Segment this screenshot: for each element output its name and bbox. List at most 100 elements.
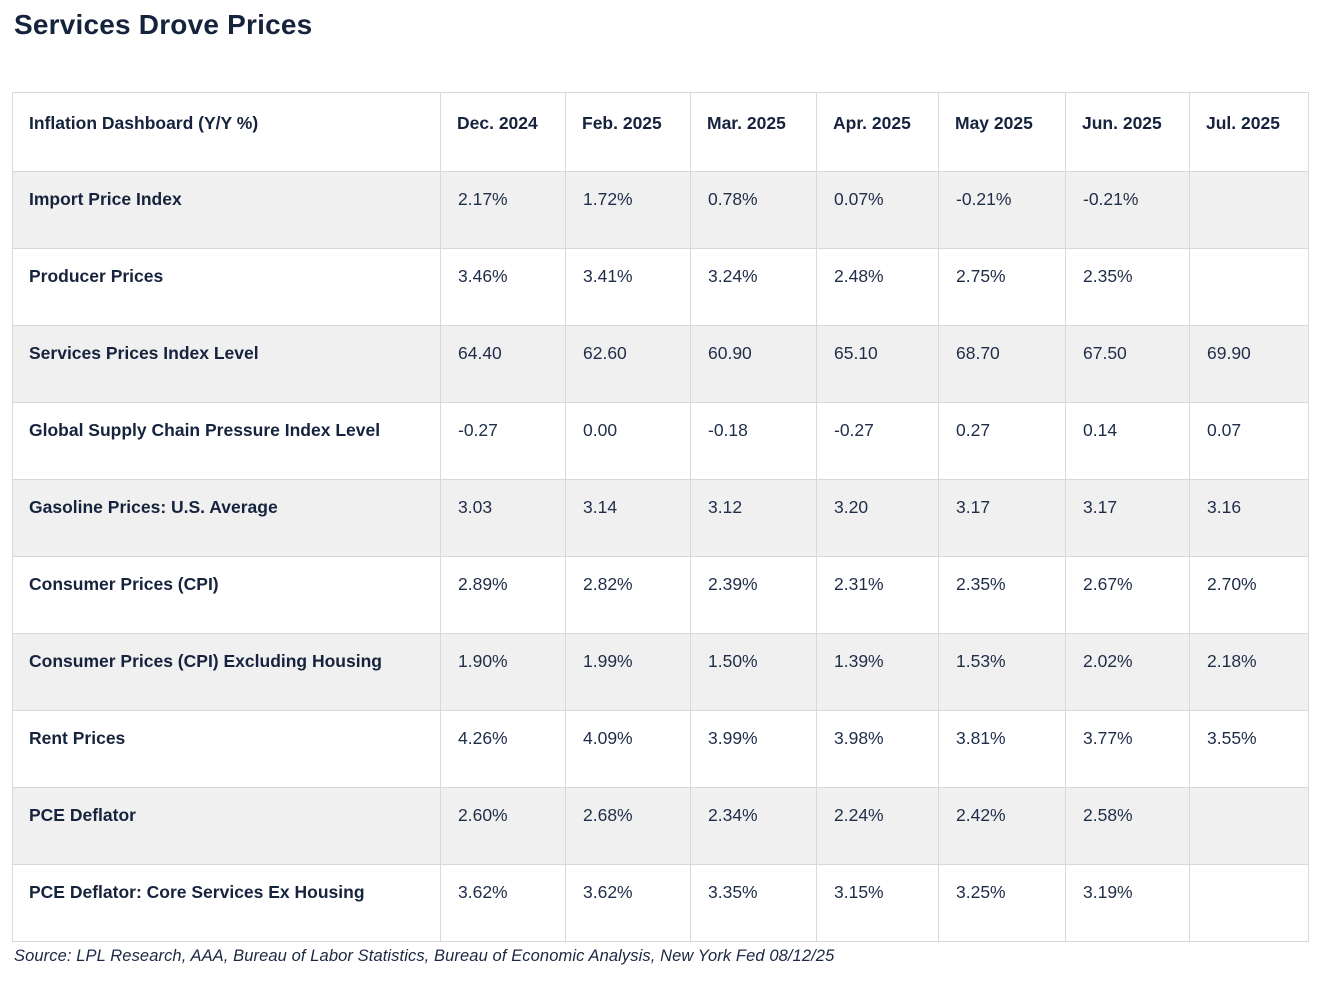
row-label: Gasoline Prices: U.S. Average — [12, 479, 441, 557]
table-cell: 0.07 — [1189, 402, 1309, 480]
table-cell: 3.03 — [440, 479, 566, 557]
table-cell: 3.12 — [690, 479, 817, 557]
table-row-cpi-excluding-housing: Consumer Prices (CPI) Excluding Housing … — [12, 633, 1309, 711]
table-cell: 67.50 — [1065, 325, 1190, 403]
table-cell: 3.62% — [565, 864, 691, 942]
column-header-apr-2025: Apr. 2025 — [816, 92, 939, 172]
table-cell: -0.21% — [1065, 171, 1190, 249]
table-cell: 1.99% — [565, 633, 691, 711]
source-note: Source: LPL Research, AAA, Bureau of Lab… — [14, 947, 835, 965]
row-label: Consumer Prices (CPI) Excluding Housing — [12, 633, 441, 711]
table-cell: 2.18% — [1189, 633, 1309, 711]
column-header-jul-2025: Jul. 2025 — [1189, 92, 1309, 172]
table-row-consumer-prices-cpi: Consumer Prices (CPI) 2.89% 2.82% 2.39% … — [12, 556, 1309, 634]
table-cell: 68.70 — [938, 325, 1066, 403]
table-cell: 1.90% — [440, 633, 566, 711]
table-cell: 69.90 — [1189, 325, 1309, 403]
table-cell: 2.48% — [816, 248, 939, 326]
table-cell: 3.98% — [816, 710, 939, 788]
table-cell: 0.07% — [816, 171, 939, 249]
row-label: PCE Deflator: Core Services Ex Housing — [12, 864, 441, 942]
column-header-feb-2025: Feb. 2025 — [565, 92, 691, 172]
table-cell: -0.18 — [690, 402, 817, 480]
table-row-services-prices-index-level: Services Prices Index Level 64.40 62.60 … — [12, 325, 1309, 403]
column-header-jun-2025: Jun. 2025 — [1065, 92, 1190, 172]
table-cell: 3.25% — [938, 864, 1066, 942]
table-cell: 3.46% — [440, 248, 566, 326]
table-cell: 65.10 — [816, 325, 939, 403]
table-cell: 2.31% — [816, 556, 939, 634]
table-cell: 2.75% — [938, 248, 1066, 326]
table-cell — [1189, 864, 1309, 942]
table-cell: 3.15% — [816, 864, 939, 942]
table-cell: 3.35% — [690, 864, 817, 942]
row-label: Services Prices Index Level — [12, 325, 441, 403]
table-row-producer-prices: Producer Prices 3.46% 3.41% 3.24% 2.48% … — [12, 248, 1309, 326]
table-cell: 3.14 — [565, 479, 691, 557]
table-cell: -0.27 — [440, 402, 566, 480]
table-cell: 2.68% — [565, 787, 691, 865]
header-row: Inflation Dashboard (Y/Y %) Dec. 2024 Fe… — [12, 92, 1309, 172]
table-cell — [1189, 248, 1309, 326]
table-cell: 1.50% — [690, 633, 817, 711]
table-cell: 4.09% — [565, 710, 691, 788]
table-cell: 2.35% — [1065, 248, 1190, 326]
table-cell: 3.41% — [565, 248, 691, 326]
table-cell: 0.78% — [690, 171, 817, 249]
page-title: Services Drove Prices — [14, 9, 313, 40]
table-cell — [1189, 171, 1309, 249]
column-header-mar-2025: Mar. 2025 — [690, 92, 817, 172]
table-cell: 3.24% — [690, 248, 817, 326]
table-row-import-price-index: Import Price Index 2.17% 1.72% 0.78% 0.0… — [12, 171, 1309, 249]
table-cell: 2.35% — [938, 556, 1066, 634]
table-cell: 60.90 — [690, 325, 817, 403]
table-cell: 3.55% — [1189, 710, 1309, 788]
table-cell: 3.19% — [1065, 864, 1190, 942]
table-cell: 2.34% — [690, 787, 817, 865]
table-cell: 4.26% — [440, 710, 566, 788]
table-cell: 3.20 — [816, 479, 939, 557]
column-header-metric: Inflation Dashboard (Y/Y %) — [12, 92, 441, 172]
table-cell: 2.42% — [938, 787, 1066, 865]
table-cell: 2.70% — [1189, 556, 1309, 634]
table-cell: 2.67% — [1065, 556, 1190, 634]
table-cell — [1189, 787, 1309, 865]
column-header-may-2025: May 2025 — [938, 92, 1066, 172]
row-label: Consumer Prices (CPI) — [12, 556, 441, 634]
table-cell: 0.14 — [1065, 402, 1190, 480]
table-cell: 2.82% — [565, 556, 691, 634]
table-cell: 2.02% — [1065, 633, 1190, 711]
table-cell: 62.60 — [565, 325, 691, 403]
table-cell: 2.60% — [440, 787, 566, 865]
table-row-rent-prices: Rent Prices 4.26% 4.09% 3.99% 3.98% 3.81… — [12, 710, 1309, 788]
table-cell: 64.40 — [440, 325, 566, 403]
table-cell: 1.53% — [938, 633, 1066, 711]
table-cell: 3.17 — [1065, 479, 1190, 557]
row-label: Producer Prices — [12, 248, 441, 326]
row-label: Global Supply Chain Pressure Index Level — [12, 402, 441, 480]
row-label: Import Price Index — [12, 171, 441, 249]
row-label: PCE Deflator — [12, 787, 441, 865]
table-cell: 0.00 — [565, 402, 691, 480]
table-cell: 1.39% — [816, 633, 939, 711]
table-cell: 3.16 — [1189, 479, 1309, 557]
table-row-pce-deflator: PCE Deflator 2.60% 2.68% 2.34% 2.24% 2.4… — [12, 787, 1309, 865]
column-header-dec-2024: Dec. 2024 — [440, 92, 566, 172]
table-cell: 2.89% — [440, 556, 566, 634]
table-cell: 3.77% — [1065, 710, 1190, 788]
table-cell: 3.17 — [938, 479, 1066, 557]
table-cell: 3.99% — [690, 710, 817, 788]
table-cell: 2.24% — [816, 787, 939, 865]
table-row-gasoline-prices: Gasoline Prices: U.S. Average 3.03 3.14 … — [12, 479, 1309, 557]
table-cell: 2.39% — [690, 556, 817, 634]
table-cell: -0.27 — [816, 402, 939, 480]
table-cell: 1.72% — [565, 171, 691, 249]
table-cell: 2.17% — [440, 171, 566, 249]
table-cell: -0.21% — [938, 171, 1066, 249]
table-cell: 3.81% — [938, 710, 1066, 788]
table-row-global-supply-chain-pressure: Global Supply Chain Pressure Index Level… — [12, 402, 1309, 480]
table-cell: 2.58% — [1065, 787, 1190, 865]
row-label: Rent Prices — [12, 710, 441, 788]
inflation-dashboard-table: Inflation Dashboard (Y/Y %) Dec. 2024 Fe… — [12, 92, 1309, 942]
table-cell: 0.27 — [938, 402, 1066, 480]
